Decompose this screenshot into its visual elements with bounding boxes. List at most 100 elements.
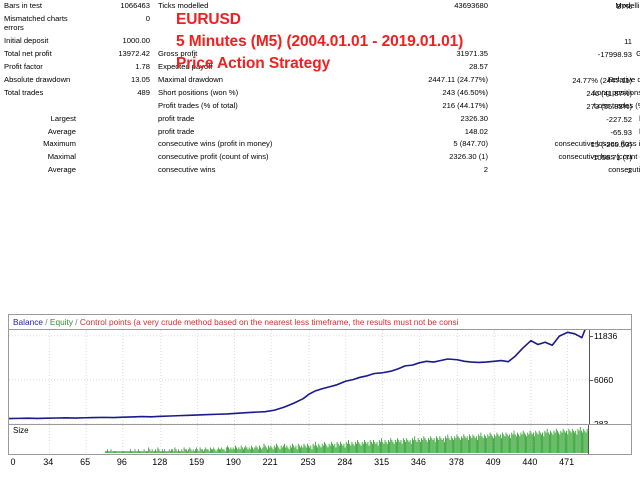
y-axis-tick: 6060 (589, 374, 614, 385)
row-value-1: 489 (137, 87, 150, 97)
x-axis-tick: 378 (448, 457, 464, 467)
report-table-body: Bars in test 1066463 Ticks modelled 4369… (0, 0, 640, 177)
table-row: Maximum consecutive wins (profit in mone… (0, 138, 640, 151)
row-right-label: Loss trades (% of total) (593, 100, 640, 110)
x-axis-tick: 315 (374, 457, 390, 467)
row-middle-label (154, 13, 362, 35)
x-axis-tick: 96 (116, 457, 127, 467)
row-value-1: 1000.00 (122, 35, 150, 45)
table-row: Average profit trade 148.02 loss trade (0, 126, 640, 139)
size-panel-right-edge (588, 425, 589, 454)
row-label: Maximum (43, 139, 76, 149)
row-middle-label: consecutive profit (count of wins) (158, 152, 269, 162)
table-row: Average consecutive wins 2 consecutive l… (0, 164, 640, 177)
row-value-2: 243 (46.50%) (442, 87, 488, 97)
row-right-label: consecutive losses (loss in money) (554, 139, 640, 149)
row-right-label: Long positions (won %) (593, 87, 640, 97)
strategy-report-table: Bars in test 1066463 Ticks modelled 4369… (0, 0, 640, 177)
row-middle-label: consecutive wins (158, 165, 216, 175)
x-axis-tick: 346 (410, 457, 426, 467)
row-value-1 (80, 151, 154, 164)
size-panel-label: Size (13, 426, 29, 435)
table-row: Bars in test 1066463 Ticks modelled 4369… (0, 0, 640, 13)
vertical-gridlines (48, 330, 569, 424)
row-value-1 (80, 138, 154, 151)
row-label: Bars in test (4, 1, 42, 10)
x-axis-tick: 128 (152, 457, 168, 467)
row-right: Relative drawdown (492, 74, 640, 87)
row-label (0, 100, 80, 113)
balance-line (9, 330, 586, 420)
row-value-2: 2447.11 (24.77%) (428, 74, 488, 84)
x-axis: 0 34 65 96 128 159 190 221 253 284 315 346 378 409 440… (8, 455, 588, 471)
row-middle-label (154, 35, 362, 48)
row-value-1 (80, 126, 154, 139)
row-right: Loss trades (% of total) (492, 100, 640, 113)
row-value-2: 5 (847.70) (453, 139, 488, 149)
row-label: Total trades (4, 87, 44, 97)
table-row: Total net profit 13972.42 Gross profit 3… (0, 48, 640, 61)
legend-separator-2: / (75, 317, 78, 327)
row-right: consecutive loss (count of losses) (492, 151, 640, 164)
chart-legend: Balance / Equity / Control points (a ver… (8, 314, 632, 329)
row-value-2: 43693680 (454, 1, 488, 10)
row-value-1: 13972.42 (118, 48, 150, 58)
x-axis-tick: 253 (300, 457, 316, 467)
x-axis-tick: 34 (43, 457, 54, 467)
legend-separator-1: / (45, 317, 48, 327)
row-right: Gross loss (492, 48, 640, 61)
row-label: Largest (50, 113, 76, 123)
row-value-1: 1.78 (135, 61, 150, 71)
table-row: Profit factor 1.78 Expected payoff 28.57 (0, 61, 640, 74)
y-axis-tick: 11836 (589, 330, 618, 341)
row-value-1: 0 (145, 13, 150, 23)
x-axis-tick: 284 (337, 457, 353, 467)
size-bars (104, 427, 589, 453)
x-axis-tick: 159 (189, 457, 205, 467)
row-right: loss trade (492, 113, 640, 126)
row-right-label (492, 61, 640, 74)
row-right-label: Gross loss (636, 48, 640, 58)
row-label: Initial deposit (4, 35, 49, 45)
row-right-label: Relative drawdown (607, 74, 640, 84)
row-value-2: 2 (483, 165, 488, 175)
horizontal-gridlines (9, 335, 589, 424)
row-middle-label: Short positions (won %) (158, 87, 239, 97)
row-label: Profit factor (4, 61, 43, 71)
row-middle-label: Gross profit (158, 48, 198, 58)
legend-balance[interactable]: Balance (13, 317, 43, 327)
row-right: consecutive losses (loss in money) (492, 138, 640, 151)
x-axis-tick: 221 (262, 457, 278, 467)
row-value-2: 216 (44.17%) (442, 100, 488, 110)
row-value-1 (80, 113, 154, 126)
row-middle-label: Ticks modelled (158, 1, 209, 10)
table-row: Absolute drawdown 13.05 Maximal drawdown… (0, 74, 640, 87)
row-right: Long positions (won %) (492, 87, 640, 100)
table-row: Initial deposit 1000.00 Spread (0, 35, 640, 48)
x-axis-tick: 440 (522, 457, 538, 467)
balance-equity-chart: Balance / Equity / Control points (a ver… (8, 314, 632, 474)
row-value-1 (80, 100, 154, 113)
row-value-1: 1066463 (120, 1, 150, 10)
row-label: Average (47, 126, 76, 136)
legend-equity[interactable]: Equity (49, 317, 73, 327)
row-value-2: 28.57 (468, 61, 488, 71)
row-right-label: Modelling quality (615, 1, 640, 10)
row-right: Spread (492, 35, 640, 48)
x-axis-tick: 409 (485, 457, 501, 467)
row-middle-label: consecutive wins (profit in money) (158, 139, 273, 149)
row-right-label: consecutive loss (count of losses) (558, 152, 640, 162)
row-label: Average (47, 165, 76, 175)
legend-control-points[interactable]: Control points (a very crude method base… (79, 317, 459, 327)
x-axis-tick: 0 (10, 457, 16, 467)
row-middle-label: Maximal drawdown (158, 74, 223, 84)
row-right-label (492, 13, 640, 35)
y-axis-tick: 283 (594, 419, 608, 424)
x-axis-tick: 471 (559, 457, 575, 467)
row-middle-label: profit trade (158, 113, 195, 123)
row-middle-label: Profit trades (% of total) (158, 100, 238, 110)
balance-curve-svg (9, 330, 589, 424)
row-right: consecutive losses (492, 164, 640, 177)
table-row: Maximal consecutive profit (count of win… (0, 151, 640, 164)
row-right: loss trade (492, 126, 640, 139)
